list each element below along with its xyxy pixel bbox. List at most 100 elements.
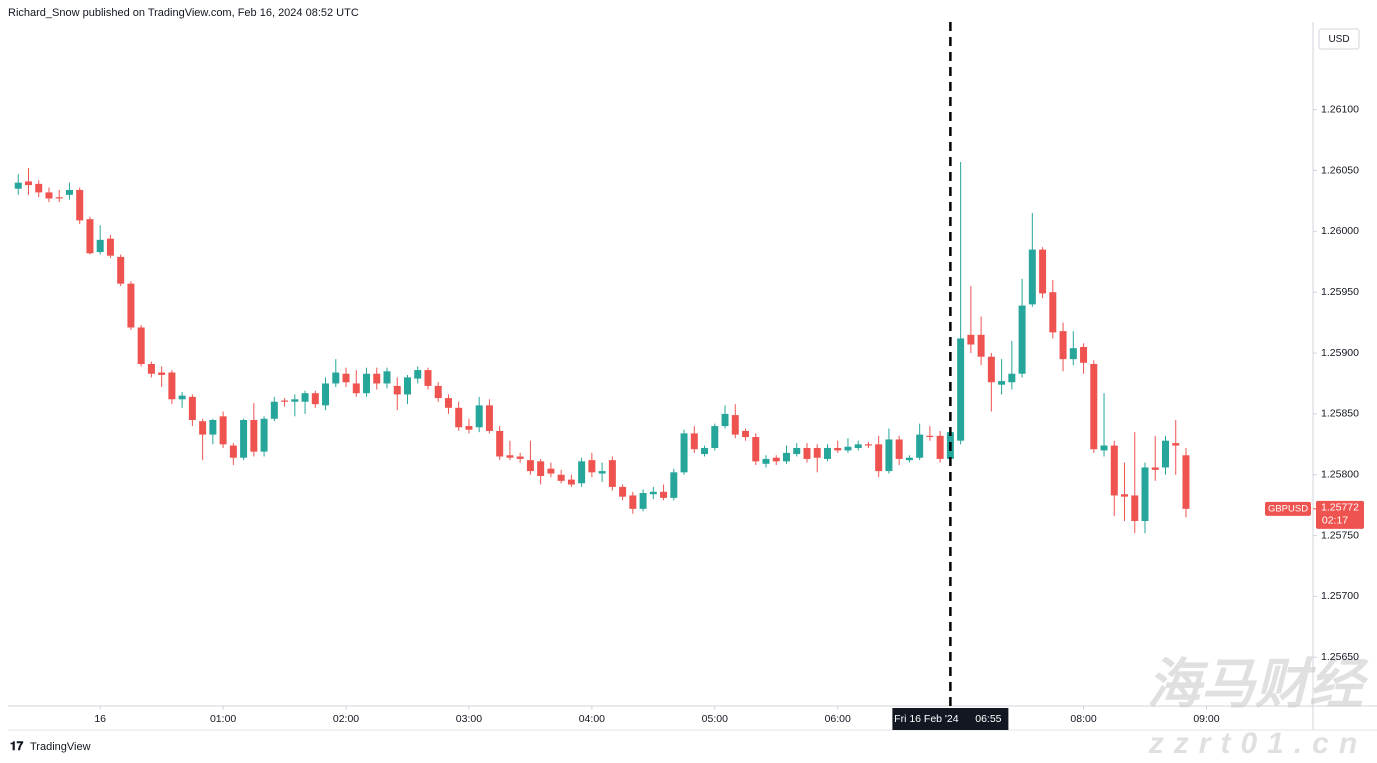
x-tick-label: 01:00 (210, 713, 236, 725)
candle-body (178, 395, 186, 400)
x-tick-label: 06:00 (825, 713, 851, 725)
candle-body (660, 491, 668, 498)
candle-body (895, 439, 903, 459)
candle-body (1100, 445, 1108, 451)
candle-body (1028, 249, 1036, 305)
candle-body (936, 435, 944, 459)
candle-body (270, 401, 278, 419)
candle-body (670, 472, 678, 498)
candle-body (619, 486, 627, 497)
candle-body (35, 183, 43, 193)
candle-body (680, 433, 688, 473)
candle-body (424, 370, 432, 386)
candle-body (629, 495, 637, 509)
symbol-tag-label: GBPUSD (1268, 503, 1308, 514)
candle-body (1131, 495, 1139, 522)
candle-body (301, 393, 309, 402)
candle-body (998, 381, 1006, 385)
price-tag-label: 1.25772 (1321, 502, 1359, 514)
candle-body (55, 197, 63, 199)
candle-body (127, 283, 135, 328)
candle-body (86, 219, 94, 254)
candle-body (1008, 373, 1016, 383)
y-tick-label: 1.25650 (1321, 651, 1359, 663)
y-tick-label: 1.25800 (1321, 469, 1359, 481)
watermark-url: zzrt01.cn (1148, 727, 1367, 760)
publisher-header: Richard_Snow published on TradingView.co… (8, 7, 359, 19)
candle-body (875, 444, 883, 472)
candle-body (608, 460, 616, 487)
candle-body (977, 334, 985, 357)
price-tag (1316, 500, 1364, 529)
candle-body (772, 457, 780, 462)
watermark-cn: 海马财经 (1147, 654, 1369, 714)
candle-body (731, 415, 739, 435)
brand-logo-mark: 𝟏𝟕 (10, 739, 24, 753)
candle-body (311, 393, 319, 405)
x-tick-label: 03:00 (456, 713, 482, 725)
candle-body (588, 460, 596, 473)
candle-body (567, 479, 575, 485)
candle-body (506, 455, 514, 458)
crosshair-date: Fri 16 Feb '24 (894, 713, 959, 725)
candle-body (711, 426, 719, 448)
candle-body (1141, 467, 1149, 522)
candle-body (96, 239, 104, 253)
candle-body (752, 437, 760, 462)
candle-body (639, 493, 647, 509)
candle-body (578, 461, 586, 484)
candle-body (76, 189, 84, 221)
candle-body (24, 181, 32, 186)
candle-body (373, 373, 381, 384)
x-tick-label: 04:00 (579, 713, 605, 725)
countdown-label: 02:17 (1322, 515, 1348, 527)
candle-body (762, 458, 770, 464)
candle-body (526, 460, 534, 472)
candle-body (823, 447, 831, 459)
branding[interactable]: 𝟏𝟕 TradingView (10, 739, 91, 753)
candle-body (322, 383, 330, 406)
candle-body (793, 447, 801, 455)
y-tick-label: 1.25900 (1321, 347, 1359, 359)
candle-body (209, 419, 217, 435)
candle-body (1039, 249, 1047, 294)
candle-body (485, 405, 493, 431)
candle-body (1151, 467, 1159, 470)
candle-body (1121, 494, 1129, 497)
candle-body (844, 446, 852, 451)
candle-body (342, 373, 350, 383)
currency-label: USD (1328, 34, 1349, 45)
candle-body (885, 439, 893, 472)
candle-body (199, 421, 207, 435)
candle-body (352, 383, 360, 394)
candle-body (1182, 455, 1190, 509)
candle-body (516, 456, 524, 459)
currency-box[interactable] (1318, 28, 1360, 50)
candle-body (967, 334, 975, 345)
candle-body (137, 327, 145, 364)
candle-body (1110, 445, 1118, 496)
candle-body (14, 182, 22, 189)
candle-body (434, 385, 442, 399)
y-tick-label: 1.26000 (1321, 225, 1359, 237)
candle-body (444, 398, 452, 408)
x-tick-label: 16 (94, 713, 106, 725)
candle-body (721, 413, 729, 427)
candle-body (987, 356, 995, 383)
candle-body (905, 457, 913, 461)
candle-body (1161, 440, 1169, 468)
candle-body (414, 370, 422, 379)
candle-body (65, 189, 73, 195)
candle-body (219, 416, 227, 445)
candle-body (168, 372, 176, 400)
candle-body (291, 399, 299, 402)
candle-body (1069, 348, 1077, 360)
candle-body (1172, 443, 1180, 446)
candle-body (45, 192, 53, 199)
y-tick-label: 1.25700 (1321, 590, 1359, 602)
candle-body (332, 372, 340, 384)
candle-body (957, 338, 965, 441)
candle-body (363, 373, 371, 394)
